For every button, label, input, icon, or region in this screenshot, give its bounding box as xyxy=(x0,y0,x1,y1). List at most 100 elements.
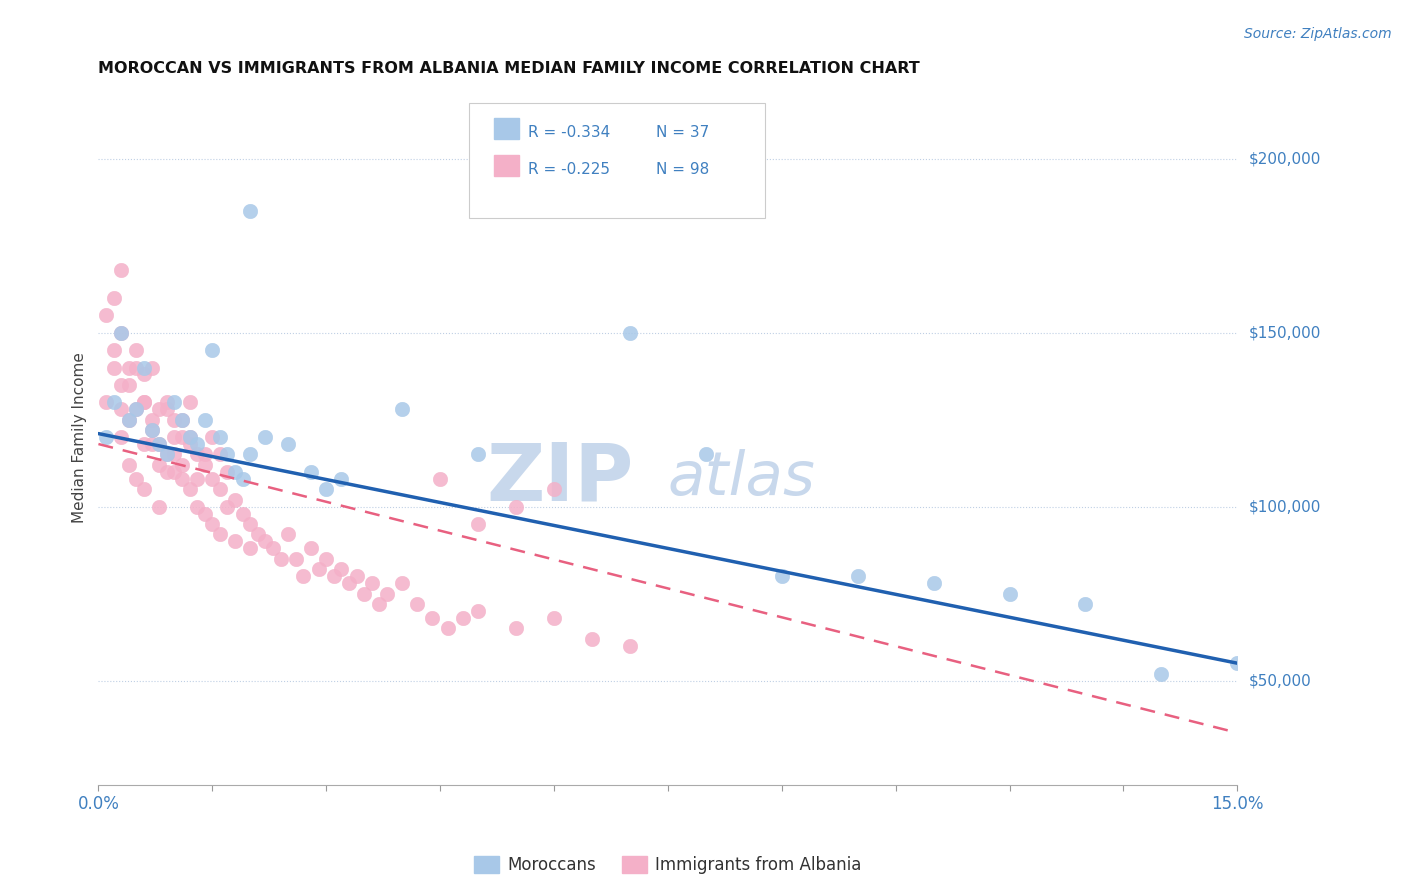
Point xyxy=(110,430,132,444)
Text: $100,000: $100,000 xyxy=(1249,500,1320,514)
Point xyxy=(94,309,117,323)
Point xyxy=(118,412,141,426)
Point xyxy=(132,360,155,375)
Point xyxy=(217,447,239,462)
Point xyxy=(360,576,382,591)
Point xyxy=(201,343,224,357)
Point xyxy=(201,430,224,444)
Point xyxy=(315,482,337,496)
Point xyxy=(239,203,262,218)
Point xyxy=(232,507,254,521)
Text: $200,000: $200,000 xyxy=(1249,152,1320,166)
Text: Source: ZipAtlas.com: Source: ZipAtlas.com xyxy=(1244,27,1392,41)
Point xyxy=(308,562,330,576)
Point xyxy=(422,611,444,625)
Point xyxy=(148,437,170,451)
Point xyxy=(94,430,117,444)
Point xyxy=(581,632,603,646)
Point xyxy=(277,437,299,451)
Point xyxy=(118,458,141,472)
Point xyxy=(322,569,344,583)
Text: atlas: atlas xyxy=(668,450,815,508)
Point xyxy=(170,458,193,472)
Point xyxy=(232,472,254,486)
Point xyxy=(156,447,179,462)
Point xyxy=(208,430,231,444)
Point xyxy=(695,447,717,462)
Text: ZIP: ZIP xyxy=(486,440,634,518)
Point xyxy=(262,541,284,556)
Point xyxy=(186,437,208,451)
Point xyxy=(315,551,337,566)
Point xyxy=(239,447,262,462)
Point xyxy=(224,534,246,549)
Point xyxy=(141,437,163,451)
Point xyxy=(436,621,458,635)
Point xyxy=(156,402,179,417)
Point xyxy=(179,437,201,451)
Point xyxy=(110,263,132,277)
Text: $150,000: $150,000 xyxy=(1249,326,1320,340)
Point xyxy=(163,465,186,479)
Text: N = 98: N = 98 xyxy=(657,161,710,177)
Point xyxy=(125,360,148,375)
Point xyxy=(391,576,413,591)
Point xyxy=(194,507,217,521)
Point xyxy=(284,551,307,566)
Point xyxy=(254,534,277,549)
Point xyxy=(619,326,641,340)
Point xyxy=(148,458,170,472)
Point xyxy=(270,551,292,566)
Point xyxy=(467,604,489,618)
Point xyxy=(846,569,869,583)
Point xyxy=(141,412,163,426)
Text: R = -0.334: R = -0.334 xyxy=(527,125,610,140)
Point xyxy=(156,395,179,409)
Point xyxy=(94,395,117,409)
Point xyxy=(292,569,315,583)
Point xyxy=(132,395,155,409)
Point xyxy=(186,447,208,462)
Point xyxy=(467,516,489,531)
Point xyxy=(505,621,527,635)
Point xyxy=(208,527,231,541)
Point xyxy=(224,465,246,479)
Point xyxy=(170,412,193,426)
Point xyxy=(125,402,148,417)
Point xyxy=(353,587,375,601)
Point xyxy=(224,492,246,507)
Point xyxy=(186,472,208,486)
Y-axis label: Median Family Income: Median Family Income xyxy=(72,351,87,523)
Point xyxy=(163,412,186,426)
Point xyxy=(170,472,193,486)
FancyBboxPatch shape xyxy=(468,103,765,218)
Point xyxy=(201,516,224,531)
Point xyxy=(619,639,641,653)
Point xyxy=(368,597,391,611)
Point xyxy=(103,291,125,305)
Point xyxy=(125,343,148,357)
Point xyxy=(543,482,565,496)
Point xyxy=(299,541,322,556)
Point xyxy=(110,326,132,340)
Point xyxy=(208,447,231,462)
Point xyxy=(110,402,132,417)
Point xyxy=(239,541,262,556)
Point xyxy=(163,430,186,444)
Point xyxy=(391,402,413,417)
Point xyxy=(208,482,231,496)
Point xyxy=(406,597,429,611)
Text: MOROCCAN VS IMMIGRANTS FROM ALBANIA MEDIAN FAMILY INCOME CORRELATION CHART: MOROCCAN VS IMMIGRANTS FROM ALBANIA MEDI… xyxy=(98,61,920,76)
Point xyxy=(254,430,277,444)
Point xyxy=(110,326,132,340)
Point xyxy=(141,423,163,437)
Point xyxy=(1150,666,1173,681)
Point xyxy=(125,402,148,417)
Text: R = -0.225: R = -0.225 xyxy=(527,161,610,177)
Point xyxy=(141,360,163,375)
Point xyxy=(505,500,527,514)
Point xyxy=(103,343,125,357)
Point xyxy=(239,516,262,531)
Point xyxy=(277,527,299,541)
Point xyxy=(337,576,360,591)
